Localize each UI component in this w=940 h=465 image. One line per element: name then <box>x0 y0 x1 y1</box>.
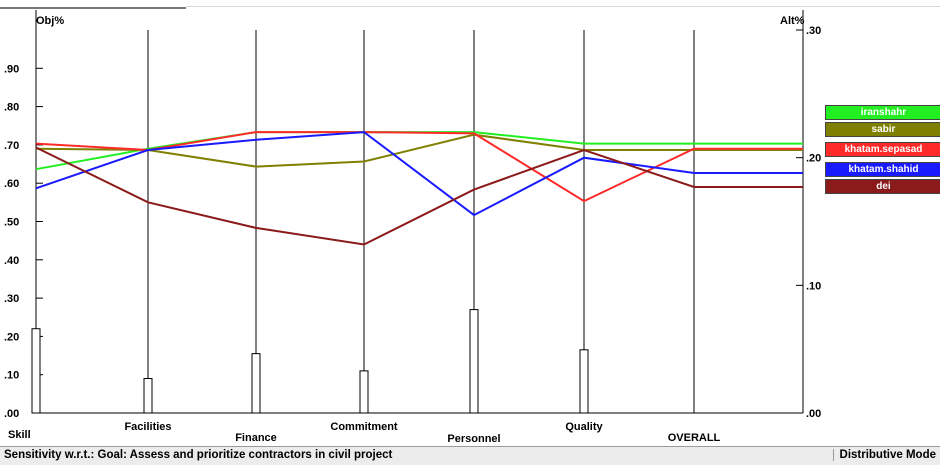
criterion-weight-bar[interactable] <box>359 370 369 414</box>
right-tick-label: .00 <box>806 408 821 420</box>
status-mode-text[interactable]: Distributive Mode <box>832 449 936 461</box>
criterion-weight-bar[interactable] <box>251 353 261 414</box>
left-tick-label: .50 <box>4 217 19 229</box>
status-bar: Sensitivity w.r.t.: Goal: Assess and pri… <box>0 446 940 465</box>
left-tick-label: .90 <box>4 63 19 75</box>
right-tick-label: .10 <box>806 280 821 292</box>
criterion-weight-bar[interactable] <box>579 349 589 414</box>
left-tick-label: .70 <box>4 140 19 152</box>
category-label[interactable]: Personnel <box>447 433 500 445</box>
top-strip-light <box>186 0 940 7</box>
criterion-weight-bar[interactable] <box>31 328 41 414</box>
criterion-weight-bar[interactable] <box>143 378 153 414</box>
category-label[interactable]: OVERALL <box>668 432 721 444</box>
legend-item-khatam-shahid[interactable]: khatam.shahid <box>825 162 940 177</box>
category-label[interactable]: Commitment <box>330 421 398 433</box>
right-axis-label: Alt% <box>780 15 805 27</box>
series-line-sabir[interactable] <box>35 133 803 168</box>
category-label[interactable]: Quality <box>565 421 603 433</box>
status-sensitivity-text: Sensitivity w.r.t.: Goal: Assess and pri… <box>4 449 393 461</box>
left-axis-label: Obj% <box>36 15 64 27</box>
legend-item-dei[interactable]: dei <box>825 179 940 194</box>
sensitivity-chart: Obj% Alt% .00 .10 .20 .30 .40 .50 .60 .70 .80 .90 .0… <box>4 10 821 445</box>
window-top-strip <box>0 0 940 10</box>
right-tick-label: .20 <box>806 153 821 165</box>
series-line-khatam-shahid[interactable] <box>35 131 803 217</box>
legend-item-sabir[interactable]: sabir <box>825 122 940 137</box>
left-tick-label: .10 <box>4 370 19 382</box>
series-line-dei[interactable] <box>35 146 803 246</box>
category-label[interactable]: Facilities <box>124 421 171 433</box>
left-tick-label: .40 <box>4 255 19 267</box>
criterion-weight-bar[interactable] <box>469 309 479 414</box>
left-tick-label: .20 <box>4 331 19 343</box>
right-tick-label: .30 <box>806 25 821 37</box>
left-tick-label: .00 <box>4 408 19 420</box>
series-line-khatam-sepasad[interactable] <box>35 131 803 203</box>
legend-item-khatam-sepasad[interactable]: khatam.sepasad <box>825 142 940 157</box>
left-tick-label: .80 <box>4 102 19 114</box>
category-label[interactable]: Skill <box>8 429 31 441</box>
left-tick-label: .60 <box>4 178 19 190</box>
top-strip-dark <box>0 0 186 9</box>
left-tick-label: .30 <box>4 293 19 305</box>
category-label[interactable]: Finance <box>235 432 277 444</box>
legend-item-iranshahr[interactable]: iranshahr <box>825 105 940 120</box>
